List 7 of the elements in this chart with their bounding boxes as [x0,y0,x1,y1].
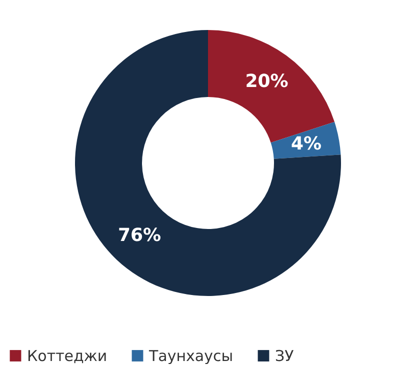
data-label: 4% [290,133,322,154]
data-label: 76% [118,224,162,246]
legend-label: ЗУ [275,346,294,365]
legend-label: Коттеджи [27,346,108,365]
donut-slice [75,30,341,296]
legend-label: Таунхаусы [148,346,234,365]
data-label: 20% [245,71,288,92]
